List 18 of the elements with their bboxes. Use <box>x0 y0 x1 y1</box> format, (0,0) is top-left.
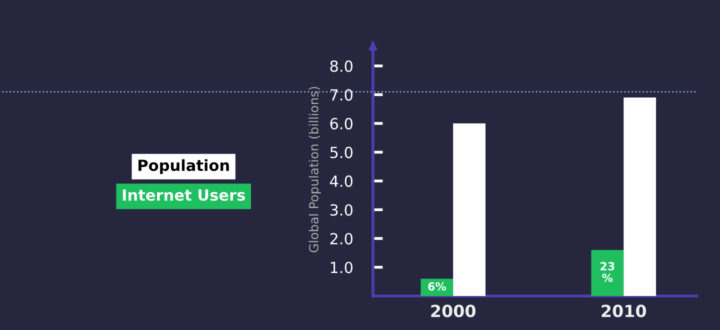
y-tick-label: 5.0 <box>330 146 352 158</box>
text: Population <box>138 159 229 174</box>
y-tick-label: 7.0 <box>330 89 352 101</box>
y-tick-label: 8.0 <box>330 60 352 72</box>
x-tick-label: 2010 <box>602 304 646 318</box>
y-tick-label: 2.0 <box>330 232 352 245</box>
annotation: 23 % <box>600 262 614 282</box>
bar <box>591 250 624 296</box>
y-tick-label: 3.0 <box>330 204 352 216</box>
y-tick-label: 1.0 <box>330 262 352 274</box>
annotation: 6% <box>428 282 446 291</box>
y-axis-title: Global Population (billions) <box>308 86 321 252</box>
bar <box>624 98 656 296</box>
bar <box>453 123 486 296</box>
x-tick-label: 2000 <box>431 304 476 318</box>
y-tick-label: 6.0 <box>330 118 352 130</box>
text: Internet Users <box>122 189 245 201</box>
y-tick-label: 4.0 <box>330 175 352 187</box>
